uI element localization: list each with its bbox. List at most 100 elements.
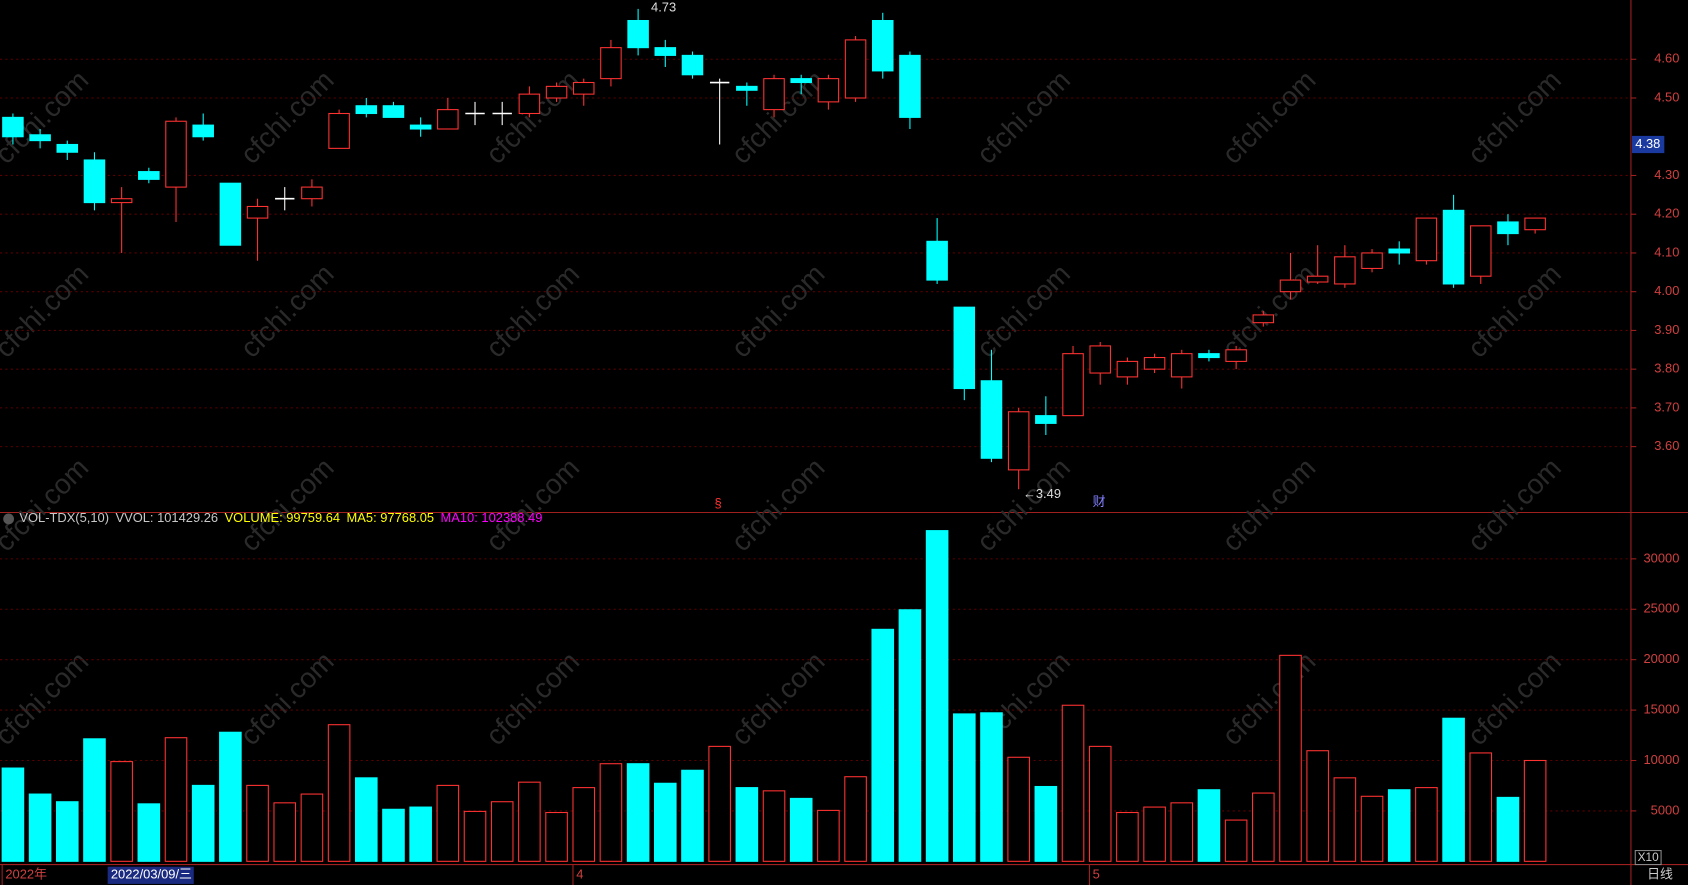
y-tick-label: 15000 <box>1643 701 1679 716</box>
volume-bar <box>382 808 405 862</box>
candle-body <box>1225 349 1247 362</box>
candle-body <box>600 47 622 80</box>
candle-body <box>301 186 323 200</box>
header-item: VVOL: 101429.26 <box>115 510 218 525</box>
y-tick-label: 4.10 <box>1654 244 1679 259</box>
volume-header: VOL-TDX(5,10) VVOL: 101429.26 VOLUME: 9975… <box>19 510 542 525</box>
y-tick-label: 3.90 <box>1654 322 1679 337</box>
y-tick-label: 25000 <box>1643 601 1679 616</box>
volume-bar <box>110 761 133 862</box>
candle-body <box>953 306 976 390</box>
candle-body <box>1306 275 1329 283</box>
candle-body <box>1388 248 1410 254</box>
candle-body <box>1116 360 1139 378</box>
volume-bar <box>980 712 1003 862</box>
volume-bar <box>572 787 596 862</box>
y-tick-label: 3.60 <box>1654 438 1679 453</box>
candle-body <box>763 78 785 111</box>
candle-body <box>409 124 432 130</box>
period-label[interactable]: 日线 <box>1647 867 1673 882</box>
volume-bar <box>1252 792 1275 862</box>
volume-bar <box>653 782 677 862</box>
volume-bar <box>1496 796 1520 862</box>
volume-bar <box>1415 787 1438 862</box>
candle-body <box>1062 353 1084 417</box>
y-tick-label: 5000 <box>1651 802 1680 817</box>
volume-bar <box>1007 756 1030 862</box>
candle-body <box>1334 256 1356 285</box>
volume-bar <box>246 784 269 862</box>
volume-bar <box>1224 819 1248 862</box>
volume-bar <box>354 777 378 862</box>
x-tick-label: 2022年 <box>5 867 47 882</box>
candle-body <box>899 54 921 118</box>
volume-bar <box>1333 777 1357 862</box>
volume-bar <box>1143 806 1166 862</box>
volume-bar <box>1197 789 1221 862</box>
scale-box <box>1634 850 1662 866</box>
candle-body <box>83 159 106 204</box>
y-tick-label: 3.80 <box>1654 361 1679 376</box>
y-tick-label: 10000 <box>1643 752 1679 767</box>
candle-body <box>736 85 758 91</box>
volume-bar <box>1360 795 1384 862</box>
collapse-icon[interactable] <box>3 513 14 525</box>
volume-bar <box>518 781 541 862</box>
header-item: VOLUME: 99759.64 <box>225 510 341 525</box>
volume-bar <box>1170 802 1194 862</box>
candle-body <box>355 105 378 115</box>
scale-label: X10 <box>1638 850 1659 864</box>
candle-body <box>2 116 24 138</box>
y-tick-label: 4.00 <box>1654 283 1679 298</box>
last-price-box <box>1632 135 1665 154</box>
y-tick-label: 4.20 <box>1654 206 1679 221</box>
candle-body <box>1470 225 1492 277</box>
candle-body <box>1252 314 1275 324</box>
volume-bar <box>1469 752 1493 862</box>
candle-body <box>165 120 187 188</box>
volume-bar <box>1442 717 1465 862</box>
volume-bar <box>871 628 895 862</box>
volume-bar <box>735 787 759 862</box>
candle-body <box>871 19 894 72</box>
y-tick-label: 3.70 <box>1654 399 1679 414</box>
volume-bar <box>490 801 514 862</box>
volume-bar <box>898 609 922 862</box>
candle-body <box>1497 221 1519 235</box>
volume-bar <box>137 803 161 862</box>
candle-body <box>627 19 649 49</box>
volume-bar <box>1088 745 1112 862</box>
volume-bar <box>1306 750 1329 862</box>
candle-body <box>110 198 133 204</box>
header-item: MA10: 102388.49 <box>441 510 543 525</box>
candle-body <box>382 105 405 118</box>
volume-bar <box>327 724 351 862</box>
volume-bar <box>191 784 215 862</box>
volume-bar <box>219 731 242 862</box>
volume-bar <box>409 806 432 862</box>
volume-bar <box>273 802 297 862</box>
event-marker: 财 <box>1093 494 1106 509</box>
volume-bar <box>925 530 949 862</box>
volume-bar <box>952 713 976 862</box>
volume-bar <box>1061 704 1085 862</box>
volume-bar <box>708 745 731 862</box>
candle-body <box>56 143 79 153</box>
volume-bar <box>28 793 52 862</box>
candle-body <box>246 205 269 219</box>
volume-bar <box>817 809 840 862</box>
volume-bar <box>300 793 324 862</box>
candle-body <box>1170 353 1193 378</box>
y-tick-label: 4.60 <box>1654 51 1679 66</box>
volume-bar <box>1034 785 1058 862</box>
volume-bar <box>789 797 813 862</box>
volume-bar <box>844 776 867 862</box>
low-label: 3.49 <box>1036 486 1061 501</box>
x-tick-label: 5 <box>1093 867 1100 882</box>
volume-bar <box>626 763 650 862</box>
candle-body <box>980 380 1003 459</box>
volume-bar <box>599 763 623 862</box>
candle-body <box>328 112 350 149</box>
volume-bar <box>1523 759 1547 862</box>
